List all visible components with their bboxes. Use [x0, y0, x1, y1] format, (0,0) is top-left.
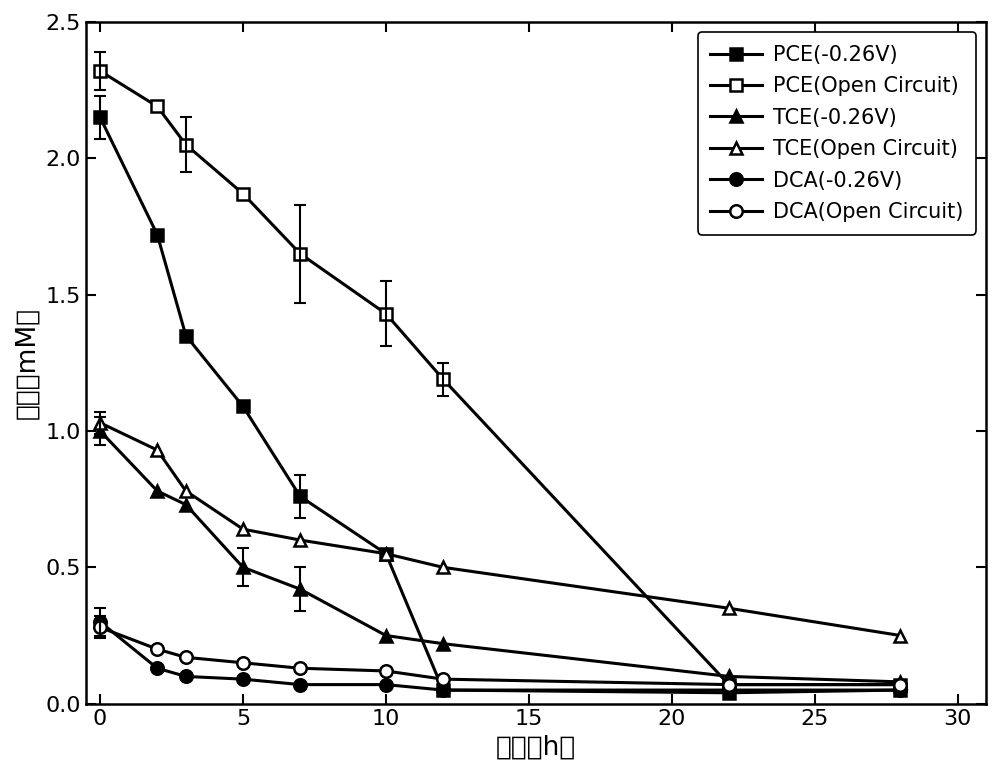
- DCA(Open Circuit): [180, 652, 192, 662]
- DCA(-0.26V): [294, 680, 306, 690]
- TCE(Open Circuit): [723, 604, 735, 613]
- TCE(Open Circuit): [180, 486, 192, 495]
- DCA(-0.26V): [94, 617, 106, 626]
- TCE(-0.26V): [894, 677, 906, 687]
- TCE(-0.26V): [94, 426, 106, 436]
- TCE(Open Circuit): [151, 445, 163, 454]
- Line: DCA(-0.26V): DCA(-0.26V): [94, 615, 907, 697]
- TCE(-0.26V): [380, 631, 392, 640]
- DCA(Open Circuit): [380, 666, 392, 676]
- PCE(-0.26V): [180, 330, 192, 340]
- Line: DCA(Open Circuit): DCA(Open Circuit): [94, 621, 907, 691]
- PCE(-0.26V): [894, 686, 906, 695]
- PCE(-0.26V): [94, 113, 106, 122]
- PCE(Open Circuit): [94, 67, 106, 76]
- PCE(Open Circuit): [180, 140, 192, 149]
- TCE(Open Circuit): [94, 418, 106, 427]
- PCE(Open Circuit): [437, 375, 449, 384]
- DCA(-0.26V): [151, 663, 163, 673]
- PCE(-0.26V): [237, 402, 249, 411]
- DCA(-0.26V): [723, 686, 735, 695]
- PCE(-0.26V): [380, 549, 392, 558]
- DCA(Open Circuit): [94, 623, 106, 632]
- PCE(Open Circuit): [237, 189, 249, 198]
- PCE(-0.26V): [294, 491, 306, 501]
- Y-axis label: 浓度（mM）: 浓度（mM）: [14, 307, 40, 419]
- TCE(Open Circuit): [237, 525, 249, 534]
- PCE(-0.26V): [437, 686, 449, 695]
- DCA(-0.26V): [237, 674, 249, 683]
- TCE(-0.26V): [237, 563, 249, 572]
- TCE(-0.26V): [437, 639, 449, 649]
- TCE(-0.26V): [151, 486, 163, 495]
- TCE(-0.26V): [723, 672, 735, 681]
- TCE(Open Circuit): [437, 563, 449, 572]
- DCA(Open Circuit): [294, 663, 306, 673]
- DCA(Open Circuit): [151, 645, 163, 654]
- DCA(Open Circuit): [894, 680, 906, 690]
- PCE(Open Circuit): [294, 249, 306, 259]
- X-axis label: 时间（h）: 时间（h）: [496, 734, 576, 760]
- TCE(-0.26V): [180, 500, 192, 509]
- Line: PCE(Open Circuit): PCE(Open Circuit): [94, 65, 907, 691]
- DCA(Open Circuit): [723, 680, 735, 690]
- TCE(Open Circuit): [294, 536, 306, 545]
- PCE(Open Circuit): [894, 680, 906, 690]
- DCA(Open Circuit): [237, 658, 249, 667]
- DCA(-0.26V): [380, 680, 392, 690]
- TCE(Open Circuit): [380, 549, 392, 558]
- TCE(Open Circuit): [894, 631, 906, 640]
- DCA(-0.26V): [894, 686, 906, 695]
- TCE(-0.26V): [294, 584, 306, 594]
- Line: PCE(-0.26V): PCE(-0.26V): [94, 111, 907, 699]
- PCE(Open Circuit): [380, 309, 392, 318]
- Line: TCE(Open Circuit): TCE(Open Circuit): [94, 416, 907, 642]
- DCA(-0.26V): [437, 686, 449, 695]
- DCA(-0.26V): [180, 672, 192, 681]
- PCE(Open Circuit): [151, 102, 163, 111]
- Line: TCE(-0.26V): TCE(-0.26V): [94, 425, 907, 688]
- Legend: PCE(-0.26V), PCE(Open Circuit), TCE(-0.26V), TCE(Open Circuit), DCA(-0.26V), DCA: PCE(-0.26V), PCE(Open Circuit), TCE(-0.2…: [698, 33, 976, 235]
- PCE(-0.26V): [151, 230, 163, 239]
- PCE(Open Circuit): [723, 680, 735, 690]
- DCA(Open Circuit): [437, 674, 449, 683]
- PCE(-0.26V): [723, 688, 735, 697]
